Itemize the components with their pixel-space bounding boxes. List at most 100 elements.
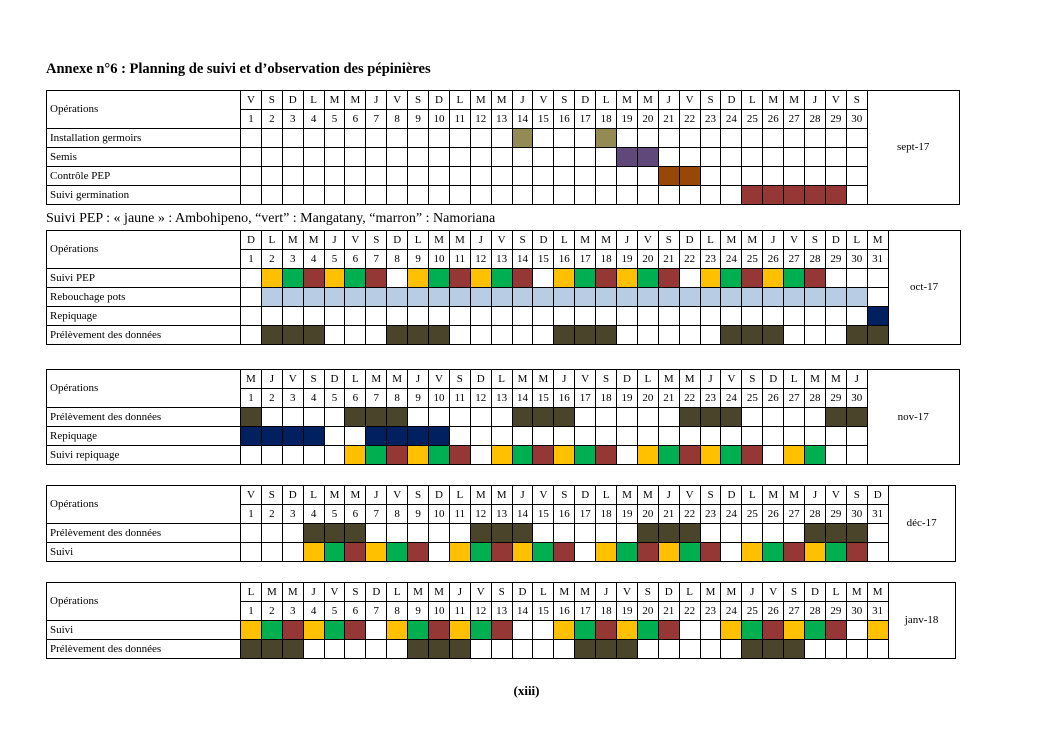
schedule-cell — [824, 268, 847, 288]
day-number: 30 — [845, 249, 868, 269]
schedule-cell — [302, 287, 325, 307]
day-letter: V — [532, 485, 555, 505]
schedule-cell — [804, 542, 826, 562]
schedule-cell — [448, 185, 471, 205]
schedule-cell — [260, 306, 283, 326]
day-letter: V — [240, 90, 262, 110]
day-number: 10 — [428, 249, 450, 269]
schedule-cell — [678, 287, 701, 307]
operation-label: Prélèvement des données — [46, 407, 241, 427]
schedule-cell — [365, 268, 388, 288]
day-letter: D — [281, 485, 304, 505]
schedule-cell — [720, 445, 743, 465]
day-number: 22 — [678, 388, 701, 408]
day-number: 28 — [804, 504, 826, 524]
schedule-cell — [469, 445, 492, 465]
schedule-cell — [699, 445, 722, 465]
day-number: 27 — [783, 388, 806, 408]
day-number: 28 — [804, 109, 826, 129]
schedule-cell — [386, 325, 409, 345]
schedule-cell — [448, 166, 471, 186]
schedule-cell — [365, 185, 388, 205]
schedule-cell — [281, 128, 304, 148]
day-number: 30 — [845, 601, 868, 621]
day-letter: J — [657, 485, 680, 505]
day-number: 8 — [386, 109, 409, 129]
schedule-cell — [428, 407, 450, 427]
schedule-cell — [678, 147, 701, 167]
day-number: 20 — [636, 504, 659, 524]
day-letter: V — [532, 90, 555, 110]
schedule-cell — [657, 542, 680, 562]
schedule-cell — [281, 639, 304, 659]
day-letter: L — [448, 90, 471, 110]
day-letter: M — [804, 369, 826, 389]
schedule-cell — [657, 147, 680, 167]
schedule-cell — [845, 542, 868, 562]
day-letter: L — [699, 230, 722, 250]
schedule-cell — [720, 407, 743, 427]
day-letter: D — [574, 90, 597, 110]
day-letter: M — [448, 230, 471, 250]
day-number: 2 — [260, 249, 283, 269]
day-letter: D — [240, 230, 262, 250]
schedule-cell — [532, 445, 555, 465]
schedule-cell — [240, 407, 262, 427]
planning-table-sept-17: Opérations V S D L M M J V S D L M M J V S D L M M J V S D L M M J V S… — [46, 90, 960, 205]
schedule-cell — [386, 185, 409, 205]
schedule-cell — [553, 268, 576, 288]
day-letter: M — [344, 90, 367, 110]
schedule-cell — [720, 523, 743, 543]
schedule-cell — [532, 128, 555, 148]
day-number: 27 — [783, 249, 806, 269]
day-number: 6 — [344, 504, 367, 524]
schedule-cell — [678, 523, 701, 543]
schedule-cell — [783, 147, 806, 167]
schedule-cell — [428, 128, 450, 148]
day-letter: M — [783, 90, 806, 110]
schedule-cell — [511, 523, 534, 543]
schedule-cell — [490, 287, 513, 307]
day-letter: M — [469, 485, 492, 505]
day-letter: V — [386, 485, 409, 505]
schedule-cell — [636, 128, 659, 148]
schedule-cell — [804, 287, 826, 307]
schedule-cell — [344, 306, 367, 326]
schedule-cell — [407, 523, 430, 543]
schedule-cell — [657, 306, 680, 326]
schedule-cell — [260, 128, 283, 148]
schedule-cell — [448, 147, 471, 167]
day-number: 6 — [344, 249, 367, 269]
schedule-cell — [595, 147, 618, 167]
schedule-cell — [678, 128, 701, 148]
schedule-cell — [469, 639, 492, 659]
day-number: 12 — [469, 504, 492, 524]
schedule-cell — [595, 639, 618, 659]
day-number: 11 — [448, 601, 471, 621]
day-number: 30 — [845, 109, 868, 129]
schedule-cell — [553, 542, 576, 562]
day-number: 17 — [574, 249, 597, 269]
day-letter: M — [762, 90, 785, 110]
schedule-cell — [595, 407, 618, 427]
schedule-cell — [469, 620, 492, 640]
schedule-cell — [762, 147, 785, 167]
schedule-cell — [428, 166, 450, 186]
day-number: 21 — [657, 388, 680, 408]
schedule-cell — [344, 523, 367, 543]
schedule-cell — [511, 306, 534, 326]
schedule-cell — [240, 306, 262, 326]
day-number: 25 — [741, 388, 764, 408]
day-letter: D — [720, 90, 743, 110]
schedule-cell — [824, 185, 847, 205]
schedule-cell — [490, 542, 513, 562]
schedule-cell — [741, 166, 764, 186]
day-letter: M — [595, 230, 618, 250]
day-number: 16 — [553, 388, 576, 408]
schedule-cell — [720, 306, 743, 326]
schedule-cell — [636, 620, 659, 640]
schedule-cell — [302, 166, 325, 186]
schedule-cell — [657, 185, 680, 205]
schedule-cell — [490, 306, 513, 326]
schedule-cell — [574, 325, 597, 345]
